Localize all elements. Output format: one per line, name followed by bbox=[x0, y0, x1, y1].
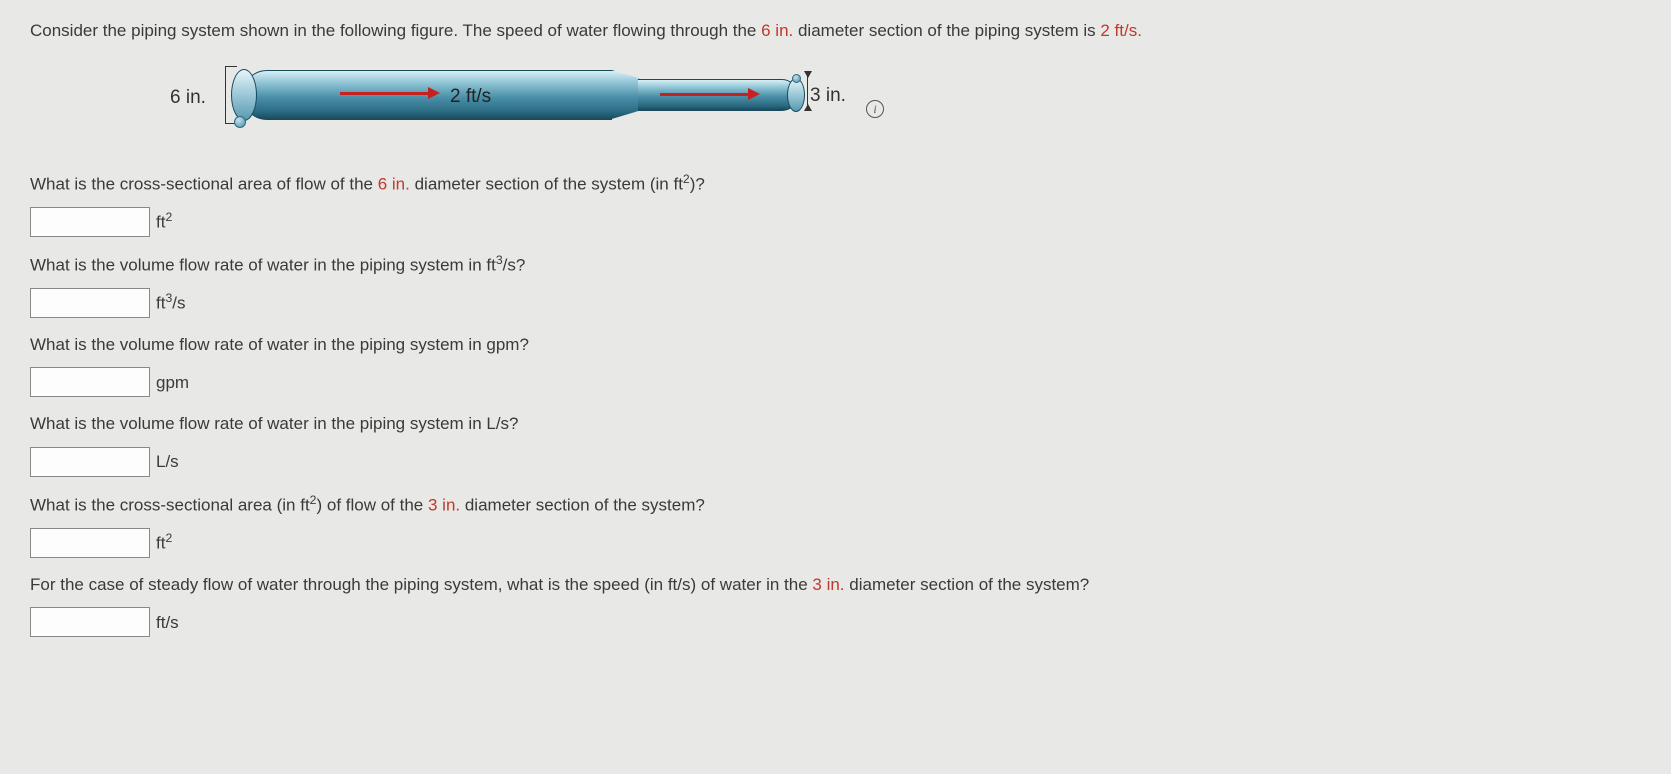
velocity-label: 2 ft/s bbox=[450, 83, 491, 112]
intro-text-pre: Consider the piping system shown in the … bbox=[30, 21, 761, 40]
unit-label: ft2 bbox=[156, 208, 172, 235]
question-4: What is the volume flow rate of water in… bbox=[30, 411, 1641, 477]
question-3: What is the volume flow rate of water in… bbox=[30, 332, 1641, 398]
intro-speed: 2 ft/s. bbox=[1100, 21, 1142, 40]
pipe-taper bbox=[610, 70, 640, 120]
pipe-figure: 6 in. 2 ft/s 3 in. i bbox=[170, 62, 890, 142]
intro-diameter-large: 6 in. bbox=[761, 21, 793, 40]
question-6: For the case of steady flow of water thr… bbox=[30, 572, 1641, 638]
question-1: What is the cross-sectional area of flow… bbox=[30, 170, 1641, 237]
unit-label: ft2 bbox=[156, 529, 172, 556]
unit-label: ft3/s bbox=[156, 289, 186, 316]
water-droplet-left bbox=[234, 116, 246, 128]
answer-input-flowrate-ls[interactable] bbox=[30, 447, 150, 477]
unit-label: L/s bbox=[156, 449, 179, 475]
answer-input-flowrate-gpm[interactable] bbox=[30, 367, 150, 397]
answer-input-speed-3in[interactable] bbox=[30, 607, 150, 637]
question-2: What is the volume flow rate of water in… bbox=[30, 251, 1641, 318]
dimension-bracket-right bbox=[798, 72, 808, 110]
dimension-label-6in: 6 in. bbox=[170, 84, 206, 113]
question-2-text: What is the volume flow rate of water in… bbox=[30, 251, 1641, 278]
answer-input-area-6in[interactable] bbox=[30, 207, 150, 237]
dimension-label-3in: 3 in. bbox=[810, 82, 846, 111]
question-1-text: What is the cross-sectional area of flow… bbox=[30, 170, 1641, 197]
question-4-text: What is the volume flow rate of water in… bbox=[30, 411, 1641, 437]
question-5: What is the cross-sectional area (in ft2… bbox=[30, 491, 1641, 558]
flow-arrow-large bbox=[340, 92, 430, 95]
info-icon[interactable]: i bbox=[866, 100, 884, 118]
question-3-text: What is the volume flow rate of water in… bbox=[30, 332, 1641, 358]
answer-input-area-3in[interactable] bbox=[30, 528, 150, 558]
flow-arrow-small bbox=[660, 93, 750, 96]
intro-text-mid: diameter section of the piping system is bbox=[793, 21, 1100, 40]
pipe-large-section bbox=[242, 70, 612, 120]
question-6-text: For the case of steady flow of water thr… bbox=[30, 572, 1641, 598]
unit-label: gpm bbox=[156, 370, 189, 396]
question-5-text: What is the cross-sectional area (in ft2… bbox=[30, 491, 1641, 518]
answer-input-flowrate-ft3s[interactable] bbox=[30, 288, 150, 318]
problem-intro: Consider the piping system shown in the … bbox=[30, 18, 1641, 44]
unit-label: ft/s bbox=[156, 610, 179, 636]
